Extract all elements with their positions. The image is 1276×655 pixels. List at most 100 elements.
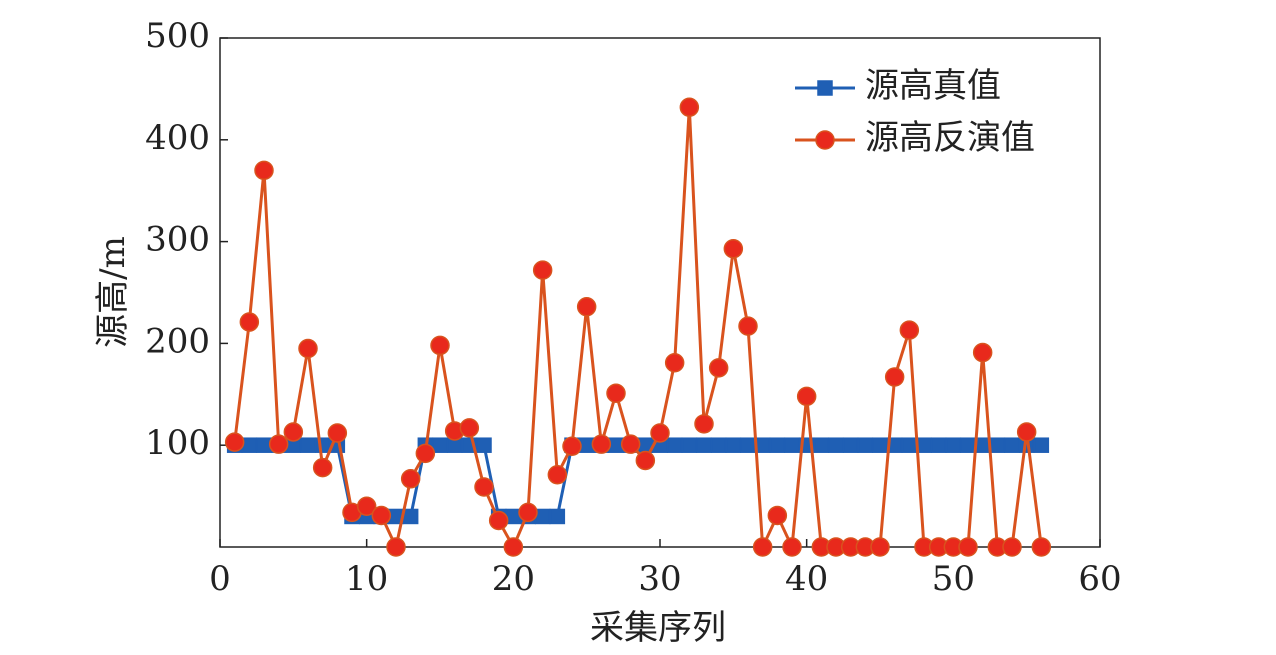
data-point: [256, 437, 272, 453]
data-point: [738, 316, 758, 336]
data-point: [813, 437, 830, 453]
x-axis-label: 采集序列: [590, 608, 726, 648]
data-point: [549, 508, 566, 525]
data-point: [899, 320, 920, 340]
y-tick-label: 100: [145, 423, 210, 463]
x-tick-label: 60: [1078, 559, 1121, 599]
data-point: [606, 383, 626, 404]
data-point: [1004, 437, 1020, 453]
y-tick-label: 500: [145, 16, 210, 56]
data-point: [694, 414, 714, 434]
data-point: [591, 434, 612, 454]
data-point: [327, 423, 348, 443]
data-point: [298, 338, 318, 359]
data-point: [300, 437, 316, 453]
y-tick-label: 300: [145, 220, 210, 260]
y-tick-label: 200: [145, 321, 210, 361]
x-tick-label: 30: [638, 559, 681, 599]
data-point: [989, 437, 1006, 453]
data-point: [459, 418, 480, 438]
data-point: [725, 437, 742, 453]
data-point: [650, 423, 670, 443]
data-point: [857, 437, 874, 453]
x-tick-label: 20: [492, 559, 535, 599]
data-point: [241, 437, 258, 453]
data-point: [796, 386, 817, 407]
y-axis-label: 源高/m: [93, 236, 133, 348]
data-point: [974, 437, 991, 453]
data-point: [224, 432, 245, 452]
data-point: [664, 352, 685, 373]
data-point: [268, 434, 289, 454]
data-point: [576, 297, 597, 317]
data-point: [562, 436, 582, 456]
data-point: [930, 437, 947, 453]
data-point: [534, 508, 551, 525]
data-point: [679, 97, 700, 117]
data-point: [635, 450, 656, 471]
data-point: [518, 502, 538, 523]
x-tick-label: 50: [932, 559, 975, 599]
data-point: [710, 437, 727, 453]
data-point: [254, 160, 274, 181]
data-point: [312, 457, 333, 478]
data-point: [958, 537, 978, 557]
data-point: [960, 437, 976, 453]
plot-frame: [219, 37, 1101, 548]
data-point: [754, 437, 771, 453]
data-point: [532, 260, 553, 280]
data-point: [972, 342, 993, 363]
data-point: [696, 437, 712, 453]
legend-label: 源高反演值: [865, 118, 1035, 158]
data-point: [884, 367, 905, 387]
legend-marker: [815, 130, 835, 150]
data-point: [620, 434, 641, 454]
data-point: [283, 422, 304, 442]
data-point: [400, 469, 421, 489]
data-point: [784, 437, 800, 453]
series-line: [233, 107, 1043, 553]
data-point: [708, 358, 729, 378]
data-point: [1033, 437, 1050, 453]
data-point: [901, 437, 918, 453]
data-point: [1031, 537, 1052, 557]
x-tick-label: 10: [345, 559, 388, 599]
data-point: [782, 537, 802, 557]
data-point: [945, 437, 962, 453]
legend-marker: [817, 80, 833, 96]
data-point: [432, 437, 448, 453]
data-point: [402, 508, 419, 525]
data-point: [681, 437, 698, 453]
data-point: [239, 312, 260, 332]
data-point: [740, 437, 756, 453]
data-point: [1002, 537, 1022, 557]
data-point: [1016, 422, 1037, 442]
legend-label: 源高真值: [865, 66, 1001, 106]
data-point: [842, 437, 859, 453]
data-point: [723, 238, 744, 259]
x-tick-label: 40: [785, 559, 828, 599]
data-point: [666, 437, 683, 453]
data-point: [474, 477, 494, 497]
data-point: [608, 437, 624, 453]
data-point: [767, 505, 788, 526]
data-point: [828, 437, 844, 453]
data-point: [503, 537, 524, 557]
data-point: [371, 505, 392, 526]
x-tick-label: 0: [209, 559, 231, 599]
data-point: [916, 437, 932, 453]
data-point: [430, 335, 450, 356]
data-point: [356, 496, 377, 517]
data-point: [505, 508, 522, 525]
data-point: [488, 510, 509, 531]
data-point: [476, 437, 492, 453]
data-point: [386, 537, 406, 557]
data-point: [752, 537, 773, 557]
data-point: [578, 437, 595, 453]
data-point: [769, 437, 786, 453]
data-point: [547, 464, 568, 485]
data-point: [872, 437, 888, 453]
data-point: [415, 443, 436, 464]
y-tick-label: 400: [145, 118, 210, 158]
